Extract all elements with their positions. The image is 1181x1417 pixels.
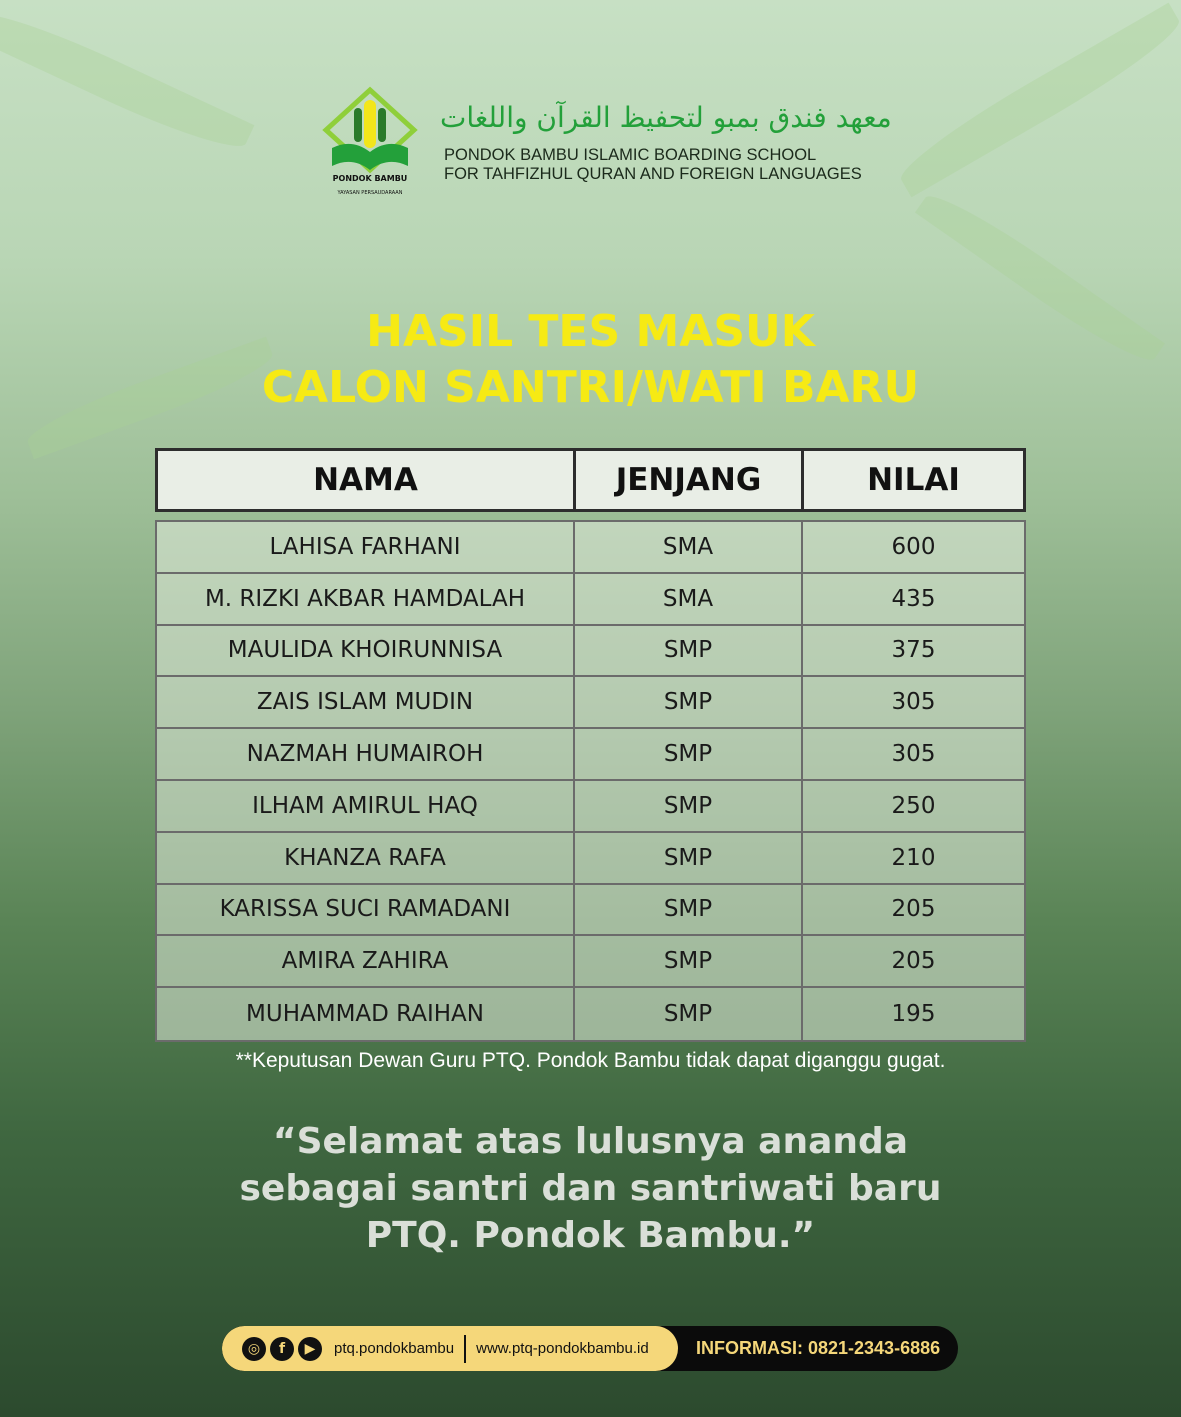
cell-nama: ZAIS ISLAM MUDIN (157, 677, 575, 728)
cell-nilai: 205 (891, 948, 936, 975)
table-row: ILHAM AMIRUL HAQ SMP 250 (157, 780, 1024, 833)
bamboo-leaf-decoration (0, 0, 255, 162)
table-row: MUHAMMAD RAIHAN SMP 195 (157, 988, 1024, 1040)
cell-nama: MAULIDA KHOIRUNNISA (157, 625, 575, 676)
disclaimer-note: **Keputusan Dewan Guru PTQ. Pondok Bambu… (235, 1049, 946, 1072)
cell-jenjang: SMA (575, 573, 803, 624)
table-row: KHANZA RAFA SMP 210 (157, 832, 1024, 885)
table-body: LAHISA FARHANI SMA 600 M. RIZKI AKBAR HAMDA… (155, 520, 1026, 1042)
table-row: NAZMAH HUMAIROH SMP 305 (157, 729, 1024, 781)
cell-jenjang: SMP (575, 832, 803, 883)
cell-jenjang: SMP (575, 677, 803, 728)
title-line2: CALON SANTRI/WATI BARU (261, 362, 920, 413)
cell-nama: LAHISA FARHANI (157, 522, 575, 572)
quote-line2: sebagai santri dan santriwati baru (239, 1168, 942, 1209)
congratulation-quote: “Selamat atas lulusnya ananda sebagai sa… (0, 1118, 1181, 1259)
table-row: KARISSA SUCI RAMADANI SMP 205 (157, 884, 1024, 937)
website-link[interactable]: www.ptq-pondokbambu.id (476, 1340, 649, 1357)
cell-jenjang: SMA (575, 522, 803, 572)
quote-line3: PTQ. Pondok Bambu.” (365, 1215, 816, 1256)
cell-nama: M. RIZKI AKBAR HAMDALAH (157, 573, 575, 624)
cell-jenjang: SMP (575, 936, 803, 987)
table-row: MAULIDA KHOIRUNNISA SMP 375 (157, 625, 1024, 678)
arabic-school-name: معهد فندق بمبو لتحفيظ القرآن واللغات (440, 101, 892, 134)
svg-text:PONDOK BAMBU: PONDOK BAMBU (333, 174, 408, 183)
cell-nilai: 305 (891, 689, 936, 716)
column-header-nilai: NILAI (867, 462, 960, 498)
cell-nama: NAZMAH HUMAIROH (157, 729, 575, 779)
cell-nama: ILHAM AMIRUL HAQ (157, 780, 575, 831)
table-row: LAHISA FARHANI SMA 600 (157, 522, 1024, 574)
table-header: NAMA JENJANG NILAI (155, 448, 1026, 512)
cell-jenjang: SMP (575, 780, 803, 831)
contact-info: INFORMASI: 0821-2343-6886 (696, 1338, 941, 1358)
cell-nama: MUHAMMAD RAIHAN (157, 988, 575, 1040)
title-line1: HASIL TES MASUK (366, 306, 815, 357)
divider (464, 1334, 467, 1363)
quote-line1: “Selamat atas lulusnya ananda (272, 1121, 909, 1162)
table-row: M. RIZKI AKBAR HAMDALAH SMA 435 (157, 573, 1024, 626)
cell-nilai: 600 (891, 533, 936, 560)
cell-jenjang: SMP (575, 988, 803, 1040)
cell-nama: KHANZA RAFA (157, 832, 575, 883)
cell-nilai: 305 (891, 741, 936, 768)
school-name: PONDOK BAMBU ISLAMIC BOARDING SCHOOL FOR… (444, 146, 862, 184)
cell-nilai: 375 (891, 637, 936, 664)
cell-nilai: 210 (891, 844, 936, 871)
table-row: AMIRA ZAHIRA SMP 205 (157, 936, 1024, 989)
column-header-jenjang: JENJANG (576, 451, 804, 509)
svg-text:YAYASAN PERSAUDARAAN: YAYASAN PERSAUDARAAN (337, 190, 403, 196)
cell-nilai: 435 (891, 585, 936, 612)
cell-jenjang: SMP (575, 625, 803, 676)
cell-nilai: 205 (891, 896, 936, 923)
facebook-icon[interactable]: f (270, 1336, 294, 1361)
footer-bar: ◎ f ▶ ptq.pondokbambu www.ptq-pondokbamb… (222, 1326, 958, 1371)
social-handle[interactable]: ptq.pondokbambu (334, 1340, 455, 1357)
table-row: ZAIS ISLAM MUDIN SMP 305 (157, 677, 1024, 730)
youtube-icon[interactable]: ▶ (298, 1336, 322, 1361)
cell-jenjang: SMP (575, 729, 803, 779)
cell-nama: KARISSA SUCI RAMADANI (157, 884, 575, 935)
cell-nilai: 250 (891, 792, 936, 819)
instagram-icon[interactable]: ◎ (242, 1336, 266, 1361)
school-name-line2: FOR TAHFIZHUL QURAN AND FOREIGN LANGUAGE… (444, 165, 862, 183)
cell-jenjang: SMP (575, 884, 803, 935)
cell-nama: AMIRA ZAHIRA (157, 936, 575, 987)
cell-nilai: 195 (891, 1001, 936, 1028)
pondok-bambu-logo: PONDOK BAMBU YAYASAN PERSAUDARAAN (322, 86, 418, 196)
column-header-nama: NAMA (158, 451, 576, 509)
school-name-line1: PONDOK BAMBU ISLAMIC BOARDING SCHOOL (444, 146, 817, 164)
bamboo-leaf-decoration (891, 2, 1181, 198)
